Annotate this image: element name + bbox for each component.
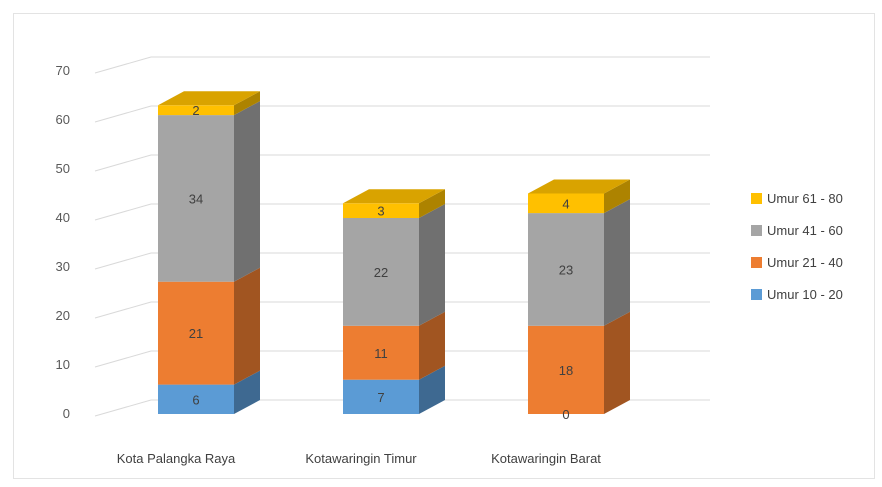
bar-segment: [158, 105, 234, 116]
bar-segment: [343, 379, 419, 414]
legend-swatch: [751, 193, 762, 204]
data-label: 0: [562, 407, 569, 422]
y-tick-label: 70: [56, 63, 70, 78]
bar-side: [419, 365, 445, 414]
bar-segment: [528, 213, 604, 326]
bar-segment: [158, 384, 234, 414]
gridline-side: [94, 203, 152, 221]
bar-side: [604, 311, 630, 414]
data-label: 4: [562, 196, 569, 211]
bar-top: [343, 189, 445, 204]
bar-side: [604, 179, 630, 214]
data-label: 11: [374, 346, 388, 361]
y-axis: 0 10 20 30 40 50 60 70: [56, 63, 70, 421]
bar-side: [234, 267, 260, 385]
data-label: 3: [377, 204, 384, 219]
data-label: 34: [189, 191, 203, 206]
bars: [158, 91, 630, 414]
y-tick-label: 60: [56, 112, 70, 127]
bar-segment: [343, 203, 419, 218]
legend-swatch: [751, 225, 762, 236]
bar-segment: [528, 325, 604, 414]
gridline-side: [94, 154, 152, 172]
gridline-side: [94, 399, 152, 417]
data-label: 2: [192, 103, 199, 118]
bar-side: [419, 204, 445, 326]
bar-segment: [343, 218, 419, 326]
x-category-label: Kota Palangka Raya: [117, 451, 236, 466]
bar-segment: [158, 281, 234, 385]
bar-side: [604, 199, 630, 326]
data-label: 6: [192, 392, 199, 407]
data-label: 21: [189, 326, 203, 341]
data-label: 23: [559, 262, 573, 277]
y-tick-label: 10: [56, 357, 70, 372]
y-tick-label: 50: [56, 161, 70, 176]
bar-side: [419, 189, 445, 218]
bar-side: [234, 91, 260, 116]
legend: Umur 61 - 80 Umur 41 - 60 Umur 21 - 40 Umur…: [751, 191, 843, 302]
bar-segment: [158, 115, 234, 282]
data-label: 22: [374, 265, 388, 280]
x-axis: Kota Palangka Raya Kotawaringin Timur Kota…: [117, 451, 602, 466]
gridline-side: [94, 105, 152, 123]
bar-segment: [528, 193, 604, 214]
x-category-label: Kotawaringin Barat: [491, 451, 601, 466]
gridline-side: [94, 252, 152, 270]
data-label: 7: [377, 390, 384, 405]
gridline-side: [94, 350, 152, 368]
bar-side: [419, 311, 445, 380]
data-labels: 6 21 34 2 7 11 22 3 0 18 23 4: [189, 103, 573, 422]
bar-top: [158, 91, 260, 106]
y-tick-label: 20: [56, 308, 70, 323]
data-label: 18: [559, 363, 573, 378]
legend-swatch: [751, 257, 762, 268]
bar-segment: [343, 325, 419, 380]
gridline-side: [94, 301, 152, 319]
y-tick-label: 30: [56, 259, 70, 274]
legend-label: Umur 41 - 60: [767, 223, 843, 238]
legend-label: Umur 61 - 80: [767, 191, 843, 206]
legend-label: Umur 21 - 40: [767, 255, 843, 270]
gridline-side: [94, 56, 152, 74]
y-tick-label: 40: [56, 210, 70, 225]
y-tick-label: 0: [63, 406, 70, 421]
bar-side: [234, 101, 260, 282]
legend-swatch: [751, 289, 762, 300]
bar-side: [234, 370, 260, 414]
bar-top: [528, 179, 630, 194]
legend-label: Umur 10 - 20: [767, 287, 843, 302]
x-category-label: Kotawaringin Timur: [305, 451, 417, 466]
